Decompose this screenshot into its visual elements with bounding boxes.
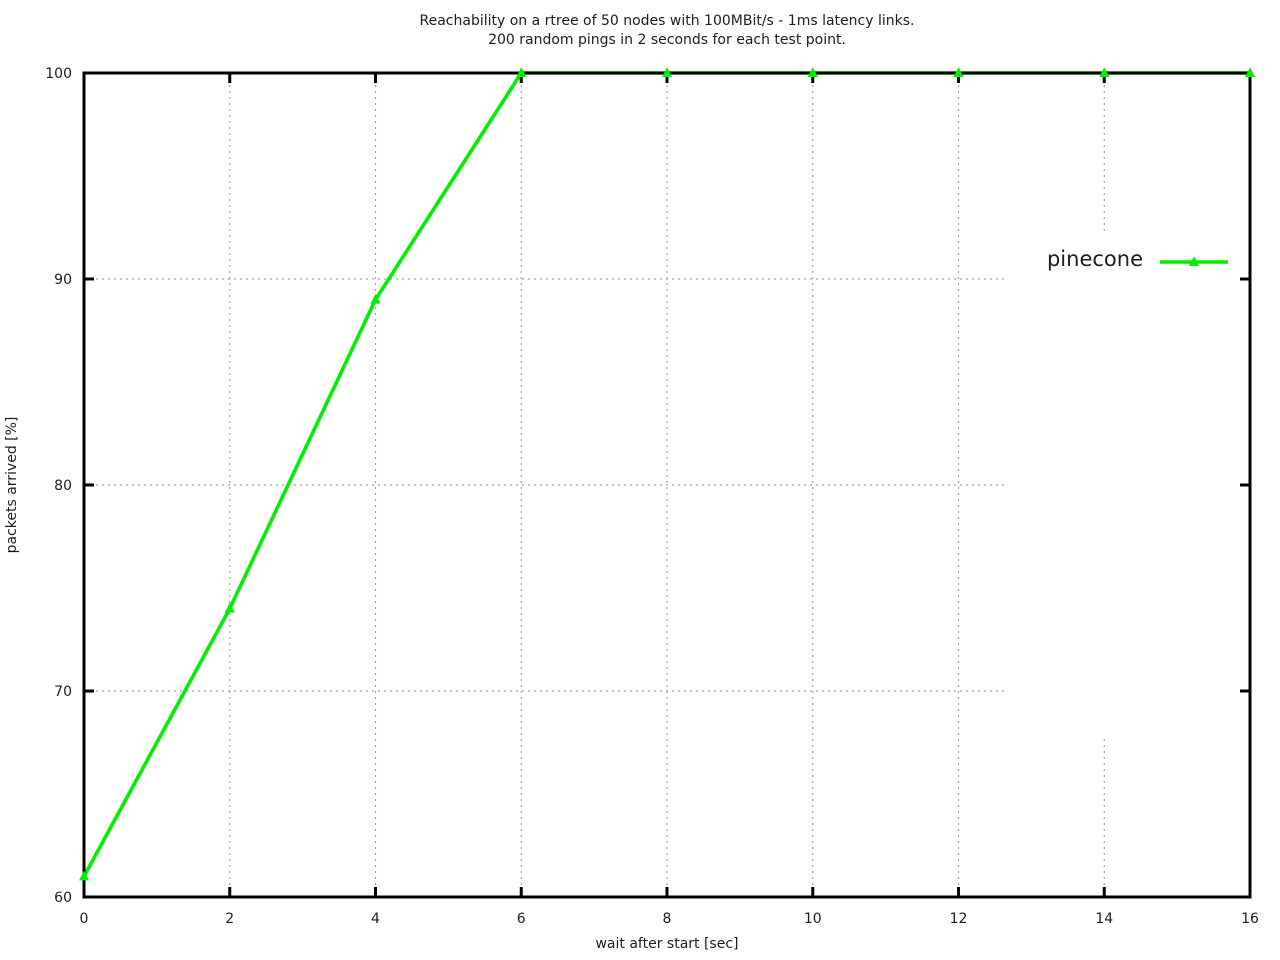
x-tick-label: 8 [663,911,672,927]
x-tick-label: 14 [1095,911,1113,927]
x-tick-label: 12 [950,911,968,927]
x-tick-label: 2 [225,911,234,927]
legend-clear-area [1007,233,1250,735]
chart-title-line1: Reachability on a rtree of 50 nodes with… [419,13,915,29]
series-markers-pinecone [79,67,1255,881]
data-point-marker [370,293,381,304]
legend-sample [1160,256,1228,266]
chart-title-line2: 200 random pings in 2 seconds for each t… [488,32,846,48]
chart-title: Reachability on a rtree of 50 nodes with… [84,12,1250,50]
data-point-marker [224,602,235,613]
gridlines [84,73,1250,897]
x-tick-label: 16 [1241,911,1259,927]
x-tick-label: 0 [80,911,89,927]
data-point-marker [807,67,818,77]
data-point-marker [516,67,527,77]
data-point-marker [79,870,89,881]
y-axis-label: packets arrived [%] [4,416,20,554]
y-tick-label: 80 [54,478,72,494]
y-tick-label: 60 [54,890,72,906]
y-tick-label: 70 [54,684,72,700]
x-tick-label: 10 [804,911,822,927]
data-point-marker [1099,67,1110,77]
x-tick-label: 4 [371,911,380,927]
y-tick-label: 90 [54,272,72,288]
x-axis-label: wait after start [sec] [595,936,739,952]
x-tick-label: 6 [517,911,526,927]
legend-marker [1189,256,1199,266]
data-point-marker [662,67,672,77]
tick-labels: 0 2 4 6 8 10 12 14 16 60 70 80 90 100 [45,66,1259,927]
data-point-marker [953,67,964,77]
data-point-marker [1245,67,1255,77]
y-tick-label: 100 [45,66,72,82]
legend-label-pinecone: pinecone [1046,247,1143,271]
